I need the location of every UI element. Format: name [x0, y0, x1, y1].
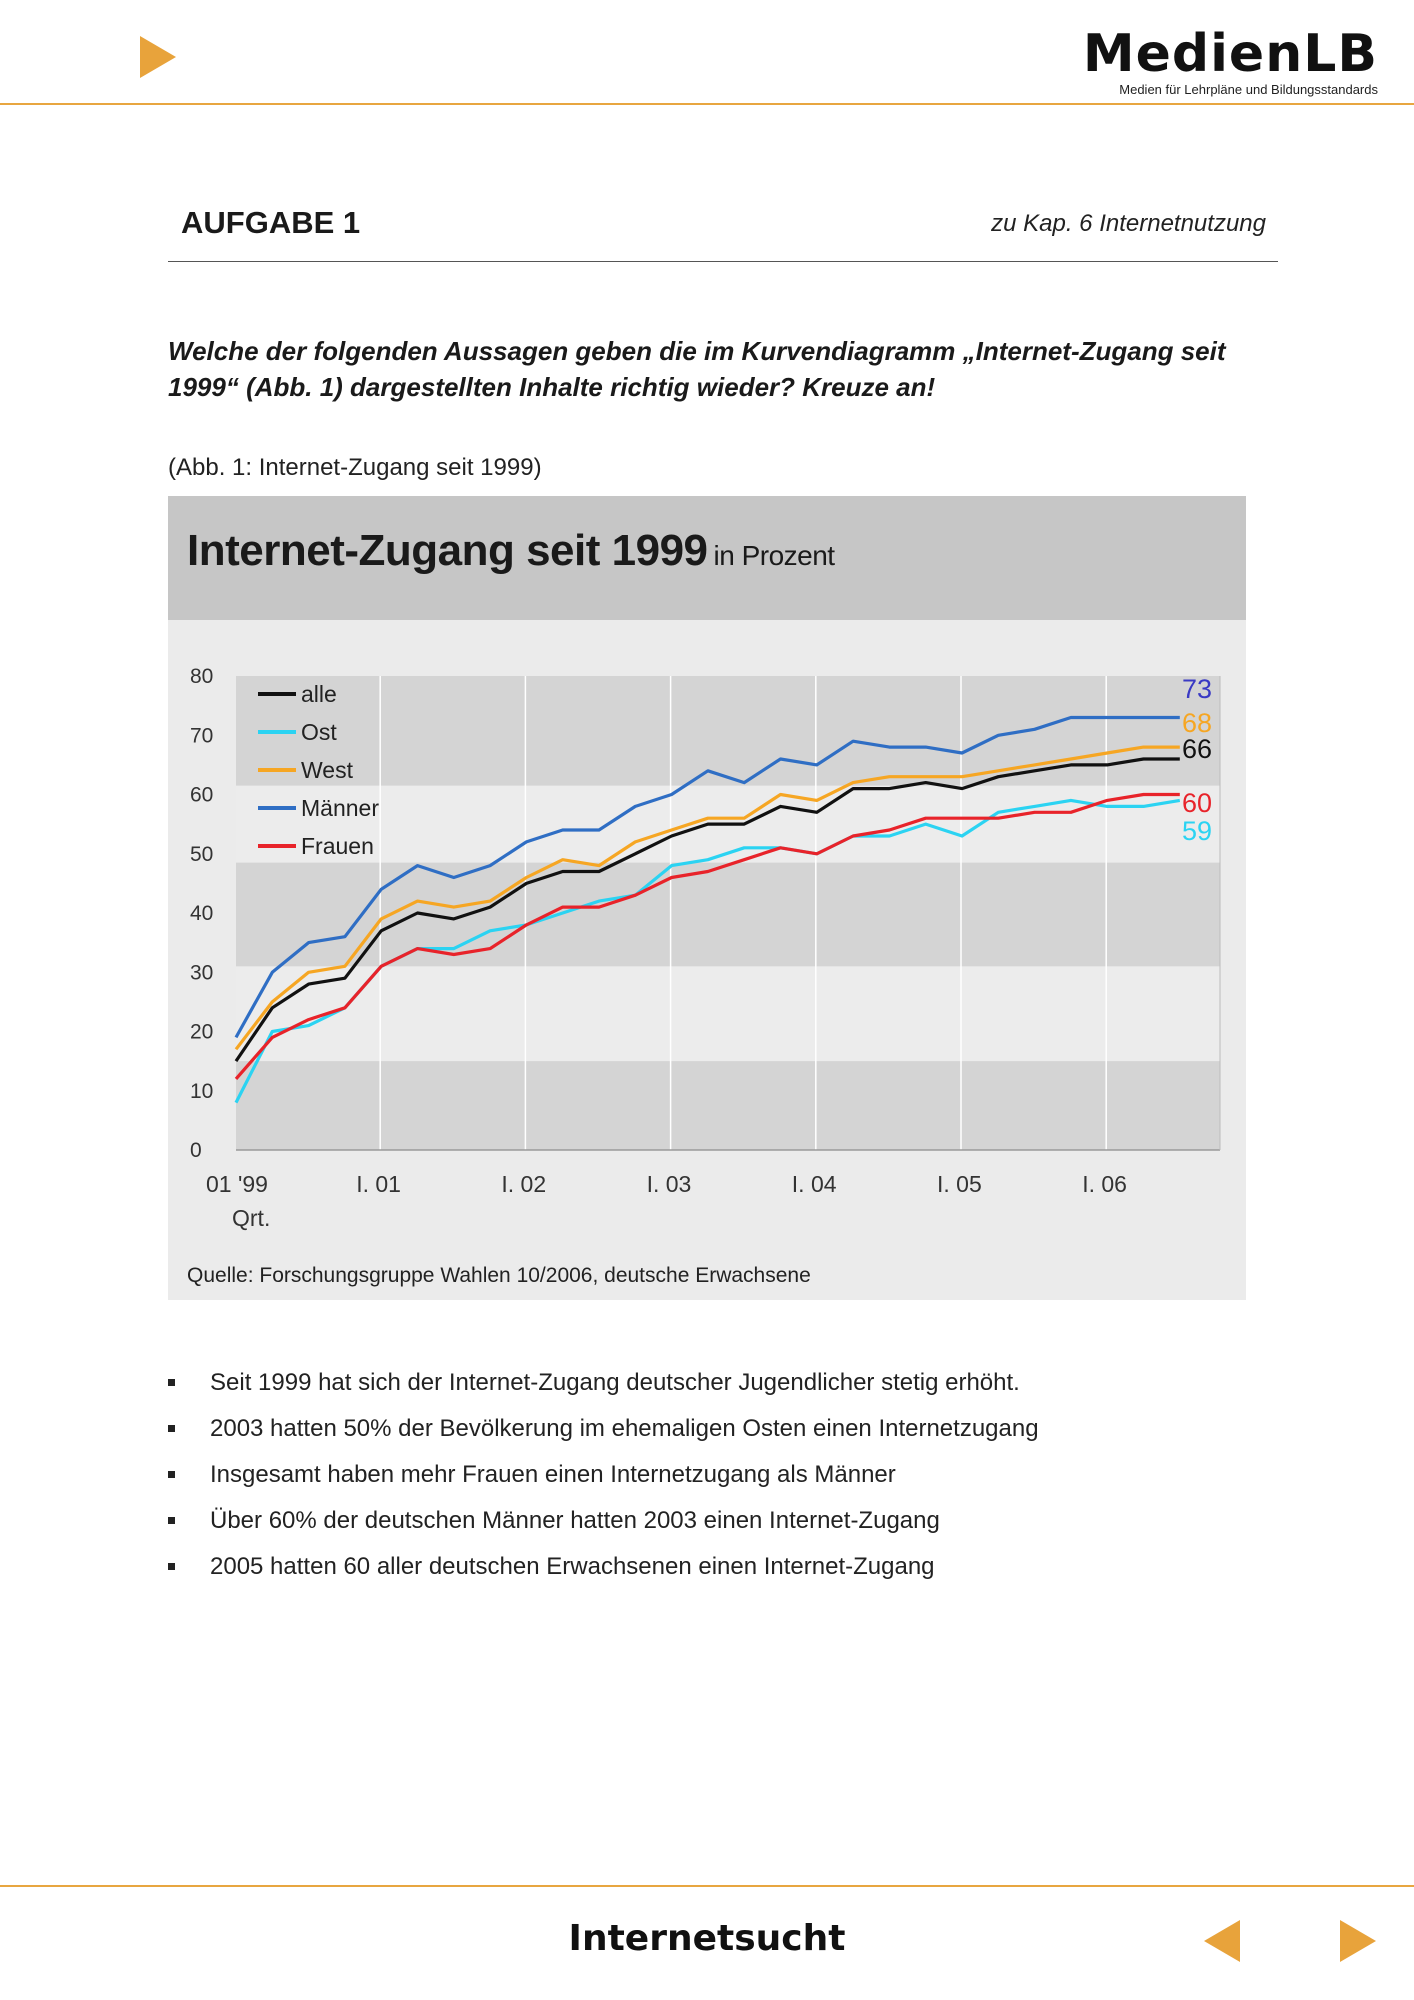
play-arrow-icon[interactable] [140, 36, 176, 78]
y-tick-label: 0 [190, 1139, 202, 1162]
series-line-alle [234, 757, 1180, 1063]
plot-band [236, 676, 1220, 786]
x-tick-label: I. 01 [356, 1171, 401, 1197]
chart-title: Internet-Zugang seit 1999 [187, 526, 708, 575]
chart-subtitle: in Prozent [713, 540, 836, 571]
task-title: AUFGABE 1 [181, 205, 361, 240]
y-tick-label: 70 [190, 724, 213, 747]
series-line-männer [234, 715, 1180, 1039]
x-tick-label: I. 04 [792, 1171, 837, 1197]
figure-caption: (Abb. 1: Internet-Zugang seit 1999) [168, 454, 542, 481]
statement-item: Über 60% der deutschen Männer hatten 200… [168, 1498, 1318, 1544]
series-end-label: 73 [1182, 674, 1212, 704]
legend-label: Ost [301, 719, 337, 745]
series-line-frauen [234, 792, 1180, 1080]
legend-label: Männer [301, 795, 379, 821]
logo-tagline: Medien für Lehrpläne und Bildungsstandar… [1119, 82, 1378, 97]
line-chart: Internet-Zugang seit 1999 in Prozent 0 10 2… [168, 496, 1246, 1300]
y-tick-label: 10 [190, 1080, 213, 1103]
statement-item: Seit 1999 hat sich der Internet-Zugang d… [168, 1360, 1318, 1406]
x-tick-label: 01 '99 [206, 1171, 268, 1197]
chart-source: Quelle: Forschungsgruppe Wahlen 10/2006,… [187, 1264, 811, 1287]
task-question: Welche der folgenden Aussagen geben die … [168, 336, 1226, 402]
heading-rule [168, 261, 1278, 262]
x-tick-label: I. 06 [1082, 1171, 1127, 1197]
statement-list: Seit 1999 hat sich der Internet-Zugang d… [168, 1360, 1318, 1590]
plot-band [236, 1061, 1220, 1150]
x-tick-label: I. 05 [937, 1171, 982, 1197]
x-axis-note: Qrt. [232, 1205, 270, 1231]
y-tick-label: 20 [190, 1021, 213, 1044]
y-tick-label: 60 [190, 784, 213, 807]
chapter-reference: zu Kap. 6 Internetnutzung [991, 210, 1266, 237]
legend-label: Frauen [301, 833, 374, 859]
series-end-label: 68 [1182, 708, 1212, 738]
y-tick-label: 80 [190, 665, 213, 688]
chart-plot: 0 10 20 30 40 50 60 70 80 01 '99 I. 01 I. 02 I. 03 I.… [190, 665, 1221, 1231]
series-end-label: 60 [1182, 788, 1212, 818]
logo-wordmark: MedienLB [1082, 24, 1378, 84]
chart-title-wrap: Internet-Zugang seit 1999 in Prozent [187, 526, 835, 576]
chart-header: Internet-Zugang seit 1999 in Prozent [168, 496, 1246, 620]
x-tick-label: I. 03 [647, 1171, 692, 1197]
x-tick-label: I. 02 [501, 1171, 546, 1197]
series-end-label: 59 [1182, 816, 1212, 846]
legend-label: alle [301, 681, 337, 707]
footer-divider [0, 1885, 1414, 1887]
statement-item: 2003 hatten 50% der Bevölkerung im ehema… [168, 1406, 1318, 1452]
statement-item: 2005 hatten 60 aller deutschen Erwachsen… [168, 1544, 1318, 1590]
series-end-label: 66 [1182, 734, 1212, 764]
back-arrow-icon[interactable] [1204, 1920, 1240, 1962]
footer-title: Internetsucht [568, 1918, 846, 1959]
y-tick-label: 40 [190, 902, 213, 925]
header-divider [0, 103, 1414, 105]
y-tick-label: 50 [190, 843, 213, 866]
series-line-west [234, 745, 1180, 1051]
plot-band [236, 862, 1220, 967]
statement-item: Insgesamt haben mehr Frauen einen Intern… [168, 1452, 1318, 1498]
forward-arrow-icon[interactable] [1340, 1920, 1376, 1962]
medienlb-logo: MedienLB Medien für Lehrpläne und Bildun… [1083, 28, 1378, 97]
y-tick-label: 30 [190, 961, 213, 984]
legend-label: West [301, 757, 354, 783]
